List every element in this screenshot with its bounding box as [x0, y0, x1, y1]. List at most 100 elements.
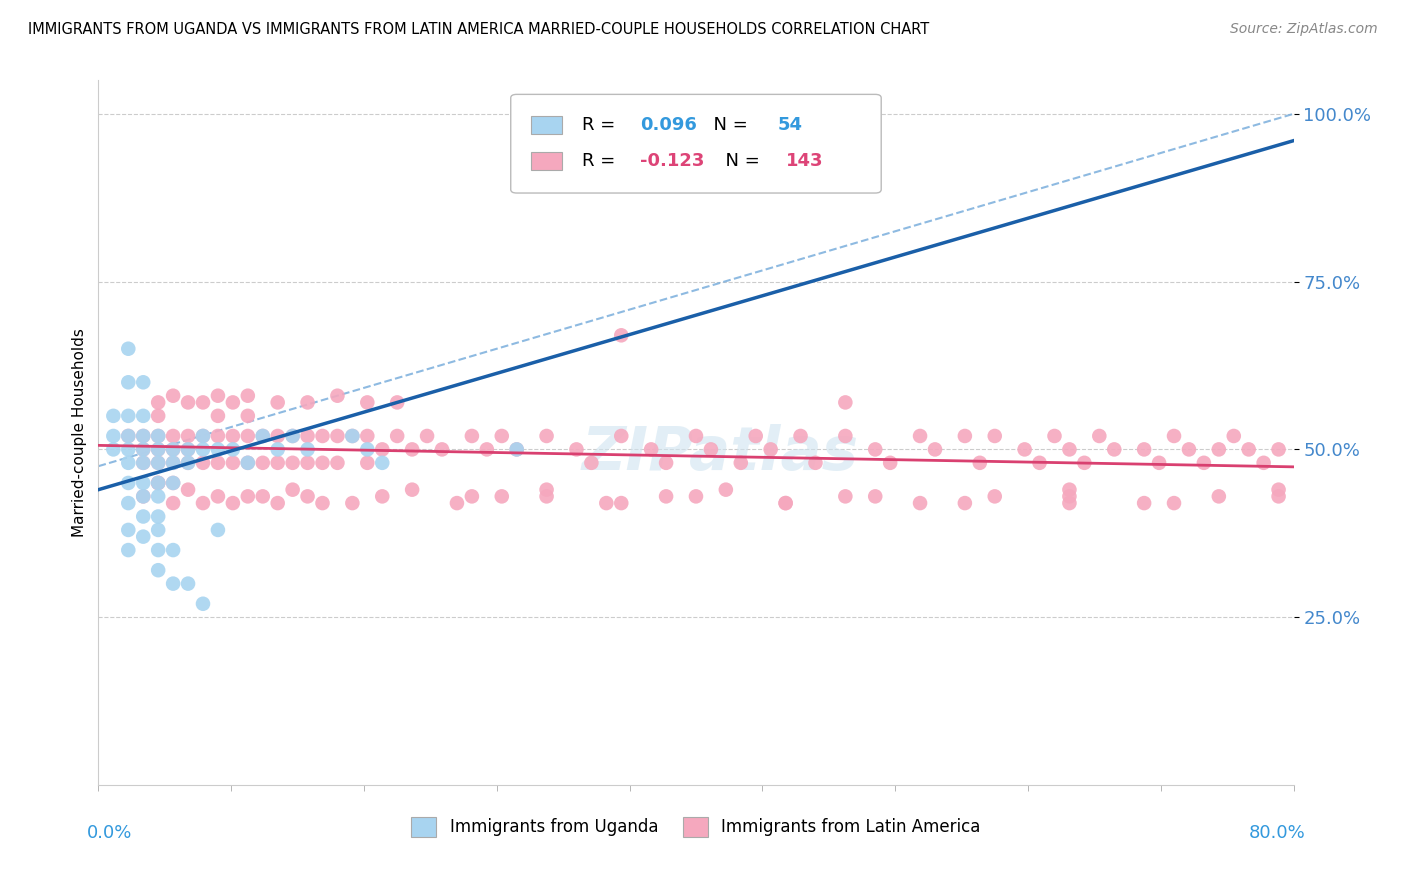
Point [222, 429, 245, 443]
Text: Source: ZipAtlas.com: Source: ZipAtlas.com [1230, 22, 1378, 37]
Point [385, 395, 409, 409]
Point [117, 429, 139, 443]
Point [162, 576, 184, 591]
Point [222, 395, 245, 409]
Point [1163, 429, 1185, 443]
Point [1059, 483, 1081, 497]
Point [148, 543, 170, 558]
Point [236, 389, 259, 403]
Point [162, 442, 184, 457]
Point [177, 576, 200, 591]
Point [162, 389, 184, 403]
Point [342, 496, 364, 510]
Point [117, 409, 139, 423]
Point [416, 429, 439, 443]
Point [326, 429, 349, 443]
Point [714, 483, 737, 497]
Point [207, 523, 229, 537]
Point [356, 395, 378, 409]
Point [191, 429, 214, 443]
Point [401, 442, 423, 457]
Point [297, 456, 319, 470]
Point [446, 496, 468, 510]
Point [491, 489, 513, 503]
Point [177, 442, 200, 457]
Point [1104, 442, 1126, 457]
Point [103, 409, 125, 423]
Point [267, 429, 290, 443]
Point [401, 483, 423, 497]
Point [222, 456, 245, 470]
Point [281, 483, 304, 497]
Point [103, 429, 125, 443]
Point [1133, 496, 1156, 510]
Point [371, 456, 394, 470]
Point [177, 456, 200, 470]
Point [252, 456, 274, 470]
Point [311, 496, 333, 510]
FancyBboxPatch shape [510, 95, 882, 193]
FancyBboxPatch shape [531, 153, 562, 170]
Point [236, 489, 259, 503]
Point [236, 456, 259, 470]
Point [430, 442, 453, 457]
Point [865, 442, 887, 457]
Point [356, 442, 378, 457]
Point [162, 543, 184, 558]
Point [148, 563, 170, 577]
Point [311, 429, 333, 443]
Point [207, 429, 229, 443]
Point [311, 456, 333, 470]
Point [191, 597, 214, 611]
Point [356, 429, 378, 443]
Text: R =: R = [582, 153, 621, 170]
Point [148, 456, 170, 470]
Point [804, 456, 827, 470]
Point [1059, 489, 1081, 503]
Point [148, 409, 170, 423]
Text: 0.096: 0.096 [640, 116, 697, 134]
Point [132, 442, 155, 457]
Point [162, 442, 184, 457]
Point [162, 429, 184, 443]
Point [236, 429, 259, 443]
Point [745, 429, 768, 443]
Point [148, 429, 170, 443]
Point [1043, 429, 1066, 443]
Text: 54: 54 [778, 116, 803, 134]
Point [371, 442, 394, 457]
Point [162, 475, 184, 490]
Text: IMMIGRANTS FROM UGANDA VS IMMIGRANTS FROM LATIN AMERICA MARRIED-COUPLE HOUSEHOLD: IMMIGRANTS FROM UGANDA VS IMMIGRANTS FRO… [28, 22, 929, 37]
Point [132, 376, 155, 390]
Point [148, 442, 170, 457]
Point [281, 429, 304, 443]
Point [640, 442, 662, 457]
Point [117, 456, 139, 470]
Point [342, 429, 364, 443]
Point [506, 442, 529, 457]
Point [148, 475, 170, 490]
Point [297, 442, 319, 457]
Point [475, 442, 498, 457]
Point [1073, 456, 1095, 470]
Point [177, 429, 200, 443]
Point [132, 409, 155, 423]
Point [148, 475, 170, 490]
Point [610, 496, 633, 510]
Point [371, 489, 394, 503]
Text: 0.0%: 0.0% [87, 823, 132, 842]
Point [207, 489, 229, 503]
Point [834, 489, 856, 503]
Point [1088, 429, 1111, 443]
Point [1178, 442, 1201, 457]
Point [177, 456, 200, 470]
Point [148, 456, 170, 470]
Point [281, 429, 304, 443]
Point [506, 442, 529, 457]
Point [1163, 496, 1185, 510]
Point [207, 389, 229, 403]
Point [1208, 442, 1230, 457]
Point [117, 429, 139, 443]
Point [730, 456, 752, 470]
Point [252, 429, 274, 443]
